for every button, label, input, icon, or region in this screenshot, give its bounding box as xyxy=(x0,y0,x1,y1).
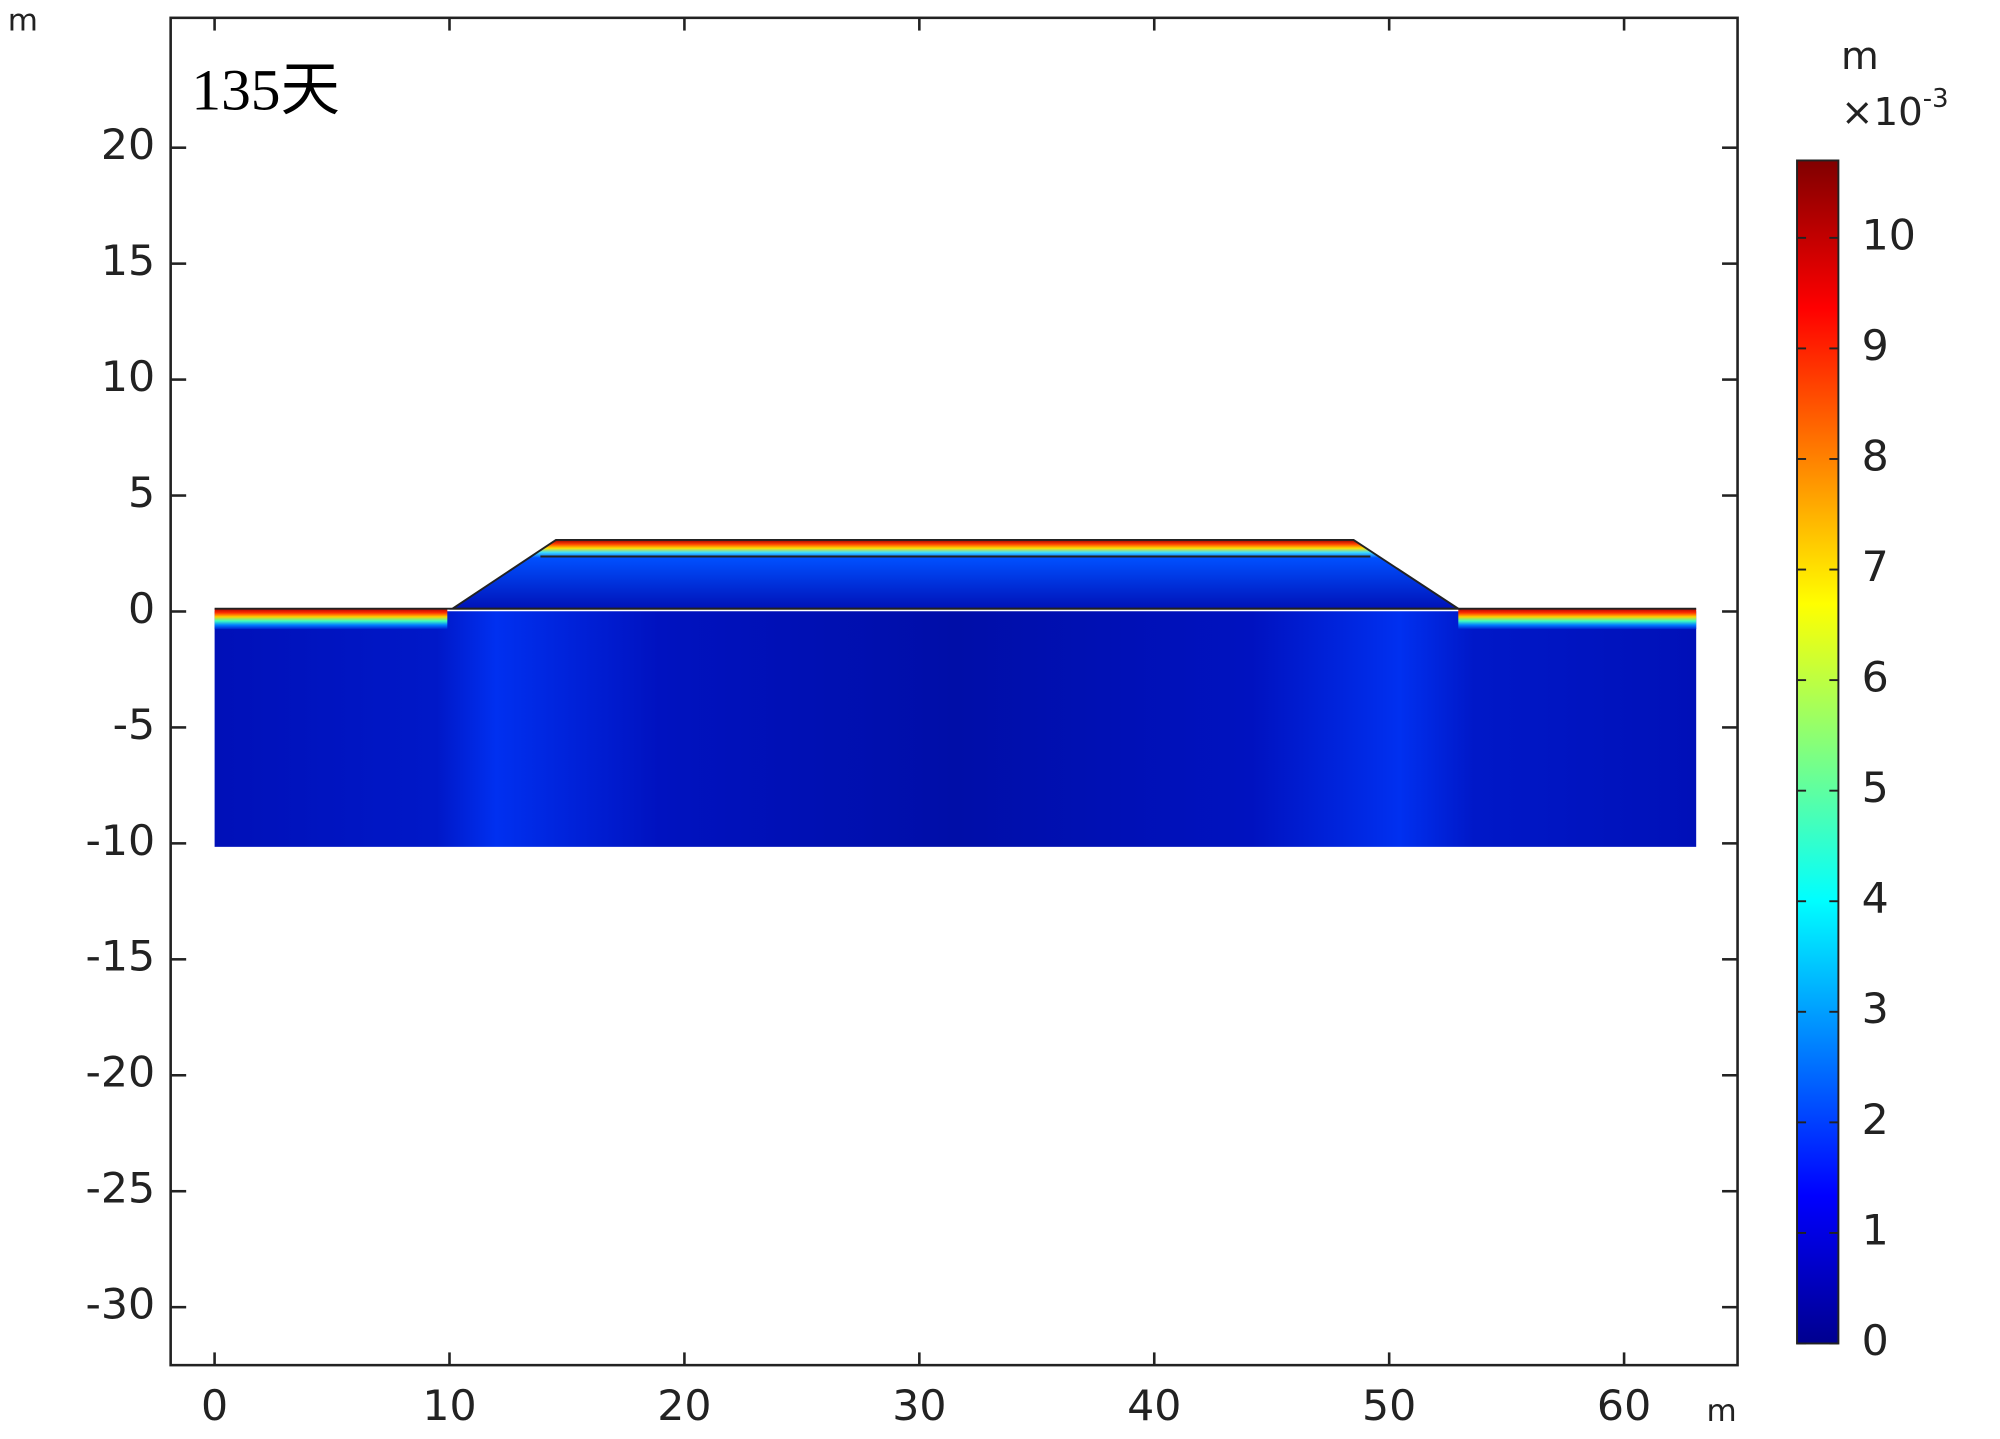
surface-left xyxy=(214,608,448,630)
colorbar-scale: ×10-3 xyxy=(1841,84,1949,135)
y-tick-label: 10 xyxy=(101,352,155,401)
x-tick-label: 20 xyxy=(657,1381,711,1430)
field xyxy=(214,538,1697,847)
colorbar-tick-label: 1 xyxy=(1862,1206,1889,1255)
y-tick-label: -10 xyxy=(85,816,155,865)
colorbar-tick-label: 8 xyxy=(1862,432,1889,481)
y-tick-label: 0 xyxy=(128,584,155,633)
y-tick-label: -20 xyxy=(85,1048,155,1097)
y-tick-label: 15 xyxy=(101,236,155,285)
colorbar-tick-label: 9 xyxy=(1862,321,1889,370)
colorbar-exponent: -3 xyxy=(1923,84,1949,114)
surface-right xyxy=(1458,608,1697,630)
colorbar-scale-base: ×10 xyxy=(1841,90,1923,135)
x-tick-label: 40 xyxy=(1127,1381,1181,1430)
x-tick-label: 0 xyxy=(201,1381,228,1430)
y-tick-label: 5 xyxy=(128,468,155,517)
x-tick-label: 60 xyxy=(1597,1381,1651,1430)
x-tick-label: 10 xyxy=(422,1381,476,1430)
y-unit: m xyxy=(8,3,38,39)
colorbar-tick-label: 6 xyxy=(1862,653,1889,702)
colorbar-unit: m xyxy=(1841,34,1879,79)
x-tick-label: 50 xyxy=(1362,1381,1416,1430)
y-tick-label: -5 xyxy=(113,700,156,749)
colorbar-tick-label: 7 xyxy=(1862,542,1889,591)
x-unit: m xyxy=(1707,1393,1737,1429)
colorbar-tick-label: 2 xyxy=(1862,1095,1889,1144)
colorbar-tick-label: 3 xyxy=(1862,985,1889,1034)
plot-frame xyxy=(169,16,1739,1367)
colorbar-tick-label: 4 xyxy=(1862,874,1889,923)
chart-title: 135天 xyxy=(191,57,340,122)
y-tick-label: -15 xyxy=(85,932,155,981)
x-tick-label: 30 xyxy=(892,1381,946,1430)
colorbar xyxy=(1796,159,1840,1345)
colorbar-tick-label: 0 xyxy=(1862,1316,1889,1365)
soil-field xyxy=(214,611,1697,847)
colorbar-tick-label: 10 xyxy=(1862,211,1916,260)
embankment xyxy=(449,538,1462,610)
colorbar-tick-label: 5 xyxy=(1862,763,1889,812)
y-tick-label: -30 xyxy=(85,1280,155,1329)
y-tick-label: 20 xyxy=(101,120,155,169)
y-tick-label: -25 xyxy=(85,1164,155,1213)
